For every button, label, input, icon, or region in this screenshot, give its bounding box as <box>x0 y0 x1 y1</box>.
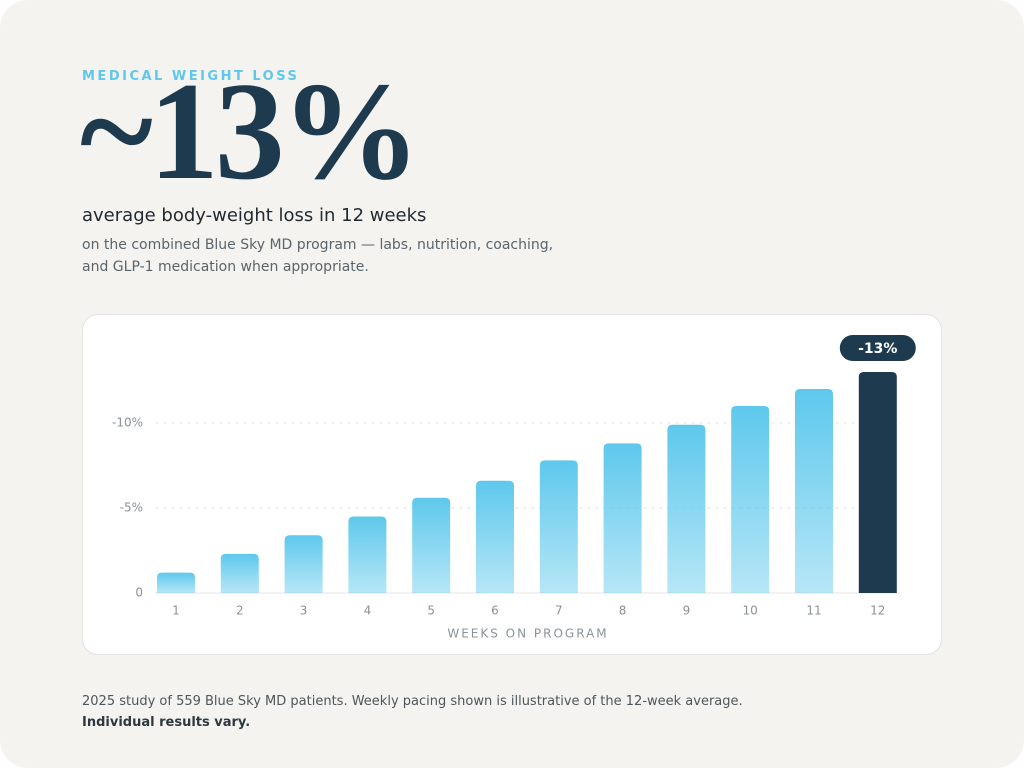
x-tick-label: 3 <box>300 604 308 618</box>
bar <box>348 516 387 593</box>
bar <box>795 389 833 593</box>
bar <box>731 406 770 593</box>
bar <box>667 424 706 593</box>
y-tick-label: -10% <box>112 416 143 430</box>
footnote: 2025 study of 559 Blue Sky MD patients. … <box>82 691 743 733</box>
x-tick-label: 1 <box>172 604 180 618</box>
footnote-text: 2025 study of 559 Blue Sky MD patients. … <box>82 694 743 709</box>
value-label: -13% <box>858 341 897 357</box>
bar <box>858 372 897 593</box>
bar <box>476 480 514 593</box>
headline: ~13% <box>80 54 421 209</box>
x-tick-label: 4 <box>364 604 372 618</box>
x-axis-label: WEEKS ON PROGRAM <box>447 627 608 641</box>
chart: 0-5%-10%1 2 3 4 5 6 7 8 9 10 11 12-13%WEEKS ON PROG… <box>112 335 916 641</box>
bar <box>539 460 578 593</box>
chart-card: 0 -5% -10% 1 2 3 4 5 6 7 8 9 10 11 12 -13% WEEKS ON PROG… <box>82 314 942 655</box>
description: on the combined Blue Sky MD program — la… <box>82 237 554 275</box>
y-tick-label: 0 <box>135 586 143 600</box>
footnote-emphasis: Individual results vary. <box>82 715 251 730</box>
x-tick-label: 9 <box>683 604 691 618</box>
y-tick-label: -5% <box>120 501 143 515</box>
x-tick-label: 12 <box>870 604 885 618</box>
eyebrow: MEDICAL WEIGHT LOSS <box>82 69 300 84</box>
x-tick-label: 7 <box>555 604 563 618</box>
x-tick-label: 11 <box>806 604 821 618</box>
x-tick-label: 2 <box>236 604 244 618</box>
x-tick-label: 8 <box>619 604 627 618</box>
bar <box>603 443 642 593</box>
x-tick-label: 6 <box>491 604 499 618</box>
bar <box>412 497 451 593</box>
bar <box>284 535 323 593</box>
bar <box>220 553 259 593</box>
bar <box>157 572 195 593</box>
subtitle: average body-weight loss in 12 weeks <box>82 205 427 226</box>
value-label-pill <box>839 335 916 361</box>
x-tick-label: 5 <box>427 604 435 618</box>
x-tick-label: 10 <box>743 604 758 618</box>
